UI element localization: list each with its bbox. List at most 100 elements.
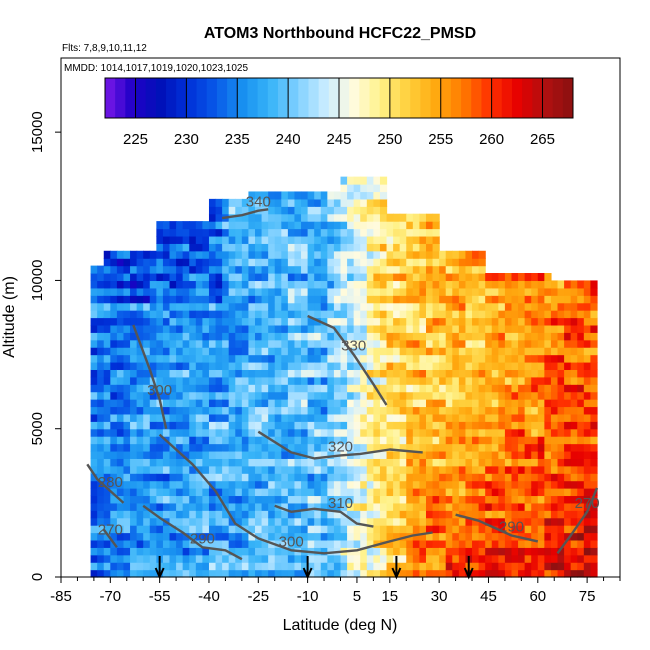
field-cell bbox=[149, 384, 157, 393]
field-cell bbox=[419, 376, 427, 385]
field-cell bbox=[472, 332, 480, 341]
field-cell bbox=[432, 421, 440, 430]
field-cell bbox=[97, 502, 105, 511]
field-cell bbox=[235, 280, 243, 289]
field-cell bbox=[472, 406, 480, 415]
field-cell bbox=[156, 347, 164, 356]
field-cell bbox=[143, 562, 151, 571]
field-cell bbox=[564, 502, 572, 511]
field-cell bbox=[590, 488, 598, 497]
field-cell bbox=[261, 369, 269, 378]
field-cell bbox=[425, 287, 434, 296]
field-cell bbox=[123, 473, 131, 482]
field-cell bbox=[235, 354, 243, 363]
field-cell bbox=[333, 436, 342, 445]
contour-label: 340 bbox=[246, 194, 271, 211]
field-cell bbox=[333, 495, 342, 504]
field-cell bbox=[136, 317, 144, 326]
field-cell bbox=[360, 184, 368, 193]
field-cell bbox=[373, 347, 381, 356]
field-cell bbox=[564, 539, 572, 548]
field-cell bbox=[458, 525, 467, 534]
field-cell bbox=[452, 310, 460, 319]
field-cell bbox=[472, 569, 480, 578]
field-cell bbox=[445, 517, 453, 526]
field-cell bbox=[485, 502, 493, 511]
field-cell bbox=[379, 421, 388, 430]
field-cell bbox=[524, 539, 532, 548]
field-cell bbox=[412, 295, 421, 304]
field-cell bbox=[412, 280, 421, 289]
field-cell bbox=[123, 569, 131, 578]
field-cell bbox=[182, 517, 190, 526]
field-cell bbox=[274, 221, 282, 230]
field-cell bbox=[406, 391, 414, 400]
field-cell bbox=[103, 354, 111, 363]
field-cell bbox=[268, 273, 276, 282]
field-cell bbox=[458, 302, 467, 311]
field-cell bbox=[287, 310, 296, 319]
field-cell bbox=[347, 376, 355, 385]
field-cell bbox=[564, 384, 572, 393]
field-cell bbox=[156, 480, 164, 489]
field-cell bbox=[235, 525, 243, 534]
field-cell bbox=[208, 354, 217, 363]
field-cell bbox=[570, 413, 578, 422]
field-cell bbox=[97, 376, 105, 385]
field-cell bbox=[386, 221, 394, 230]
field-cell bbox=[182, 302, 190, 311]
field-cell bbox=[307, 347, 315, 356]
field-cell bbox=[511, 436, 519, 445]
field-cell bbox=[97, 421, 105, 430]
field-cell bbox=[90, 376, 98, 385]
field-cell bbox=[353, 502, 361, 511]
field-cell bbox=[399, 428, 407, 437]
field-cell bbox=[478, 421, 486, 430]
field-cell bbox=[149, 347, 157, 356]
field-cell bbox=[103, 302, 111, 311]
field-cell bbox=[537, 443, 545, 452]
field-cell bbox=[379, 206, 388, 215]
field-cell bbox=[445, 458, 453, 467]
field-cell bbox=[189, 235, 197, 244]
field-cell bbox=[379, 436, 388, 445]
field-cell bbox=[537, 539, 545, 548]
colorbar-cell bbox=[501, 78, 513, 118]
field-cell bbox=[294, 258, 302, 267]
field-cell bbox=[393, 332, 401, 341]
field-cell bbox=[202, 428, 210, 437]
field-cell bbox=[103, 465, 111, 474]
field-cell bbox=[399, 324, 407, 333]
field-cell bbox=[208, 539, 217, 548]
field-cell bbox=[241, 480, 250, 489]
colorbar-cell bbox=[369, 78, 381, 118]
field-cell bbox=[182, 525, 190, 534]
field-cell bbox=[255, 525, 263, 534]
field-cell bbox=[340, 502, 348, 511]
field-cell bbox=[208, 502, 217, 511]
field-cell bbox=[412, 510, 421, 519]
field-cell bbox=[268, 310, 276, 319]
field-cell bbox=[261, 258, 269, 267]
field-cell bbox=[130, 399, 138, 408]
field-cell bbox=[504, 554, 513, 563]
field-cell bbox=[287, 436, 296, 445]
field-cell bbox=[504, 324, 513, 333]
field-cell bbox=[176, 250, 184, 259]
field-cell bbox=[544, 361, 552, 370]
field-cell bbox=[373, 406, 381, 415]
field-cell bbox=[557, 436, 565, 445]
field-cell bbox=[182, 450, 190, 459]
field-cell bbox=[116, 317, 125, 326]
field-cell bbox=[353, 569, 361, 578]
field-cell bbox=[97, 324, 105, 333]
field-cell bbox=[399, 450, 407, 459]
field-cell bbox=[498, 473, 506, 482]
field-cell bbox=[570, 347, 578, 356]
field-cell bbox=[202, 354, 210, 363]
field-cell bbox=[228, 391, 236, 400]
field-cell bbox=[333, 532, 342, 541]
field-cell bbox=[103, 421, 111, 430]
field-cell bbox=[169, 554, 177, 563]
field-cell bbox=[287, 495, 296, 504]
